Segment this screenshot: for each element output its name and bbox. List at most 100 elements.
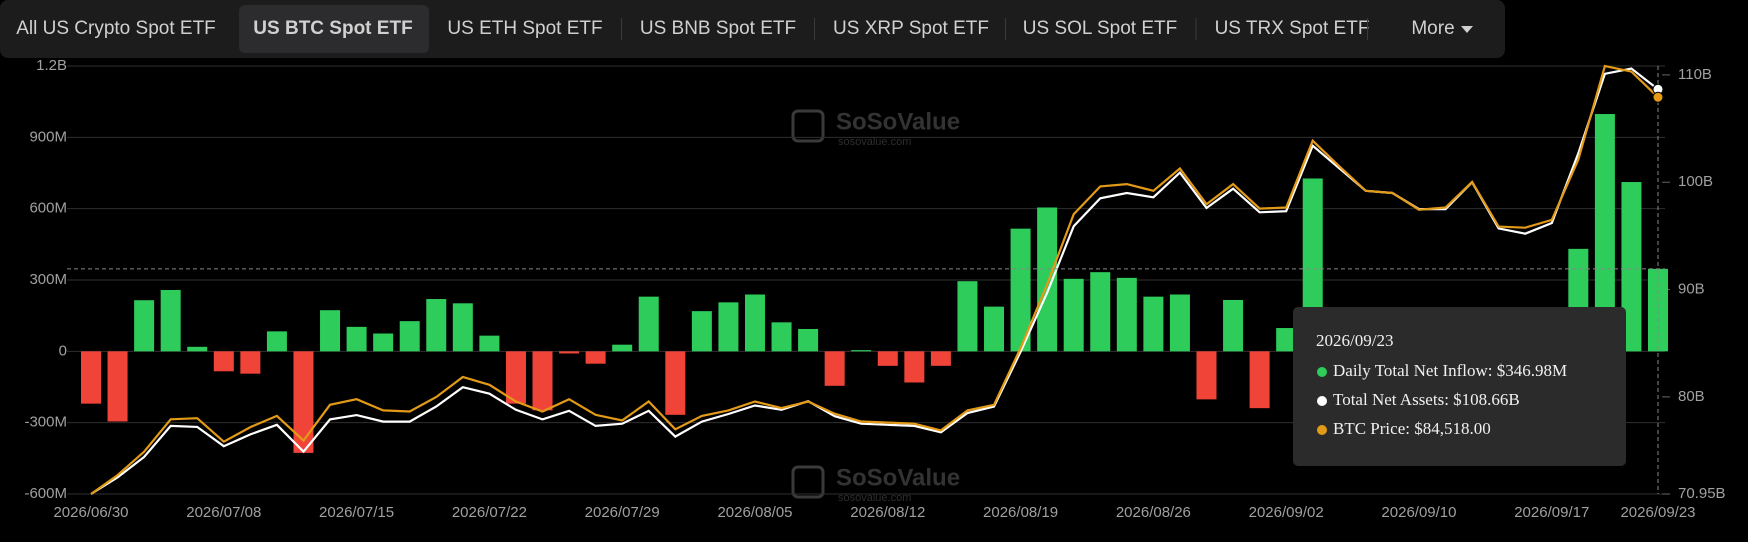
y2-tick-label: 100B: [1678, 173, 1713, 190]
y-tick-label: -600M: [24, 485, 67, 502]
bar: [1037, 207, 1058, 352]
watermark-logo: [791, 465, 825, 499]
bar: [1249, 351, 1270, 409]
bar: [160, 289, 181, 352]
tab[interactable]: All US Crypto Spot ETF: [16, 18, 216, 39]
y2-tick-label: 90B: [1678, 281, 1705, 298]
bar: [1090, 272, 1111, 352]
bar: [638, 296, 659, 352]
bar: [1276, 328, 1297, 352]
bar: [851, 350, 872, 352]
x-tick-label: 2026/08/12: [850, 504, 925, 521]
tab[interactable]: More: [1411, 18, 1454, 39]
tab[interactable]: US SOL Spot ETF: [1023, 18, 1178, 39]
tooltip-item: Daily Total Net Inflow: $346.98M: [1333, 361, 1567, 380]
bar: [691, 311, 712, 352]
x-tick-label: 2026/09/23: [1620, 504, 1695, 521]
bar: [904, 351, 925, 383]
bar: [293, 351, 314, 453]
bar: [452, 303, 473, 352]
bar: [532, 351, 553, 411]
tooltip: 2026/09/23 Daily Total Net Inflow: $346.9…: [1293, 307, 1626, 466]
x-tick-label: 2026/07/29: [585, 504, 660, 521]
bar: [718, 302, 739, 352]
y-tick-label: 300M: [29, 271, 67, 288]
bar: [984, 306, 1005, 352]
bar: [346, 326, 367, 352]
bar: [930, 351, 951, 366]
bar: [665, 351, 686, 415]
bar: [612, 344, 633, 352]
bar: [426, 299, 447, 352]
bar: [824, 351, 845, 386]
bar: [505, 351, 526, 404]
x-tick-label: 2026/07/15: [319, 504, 394, 521]
tab[interactable]: US BNB Spot ETF: [640, 18, 796, 39]
tab[interactable]: US BTC Spot ETF: [253, 18, 412, 39]
line: [90, 64, 1659, 495]
bar: [107, 351, 128, 422]
bar: [213, 351, 234, 372]
y-tick-label: -300M: [24, 414, 67, 431]
bar: [585, 351, 606, 364]
x-tick-label: 2026/07/22: [452, 504, 527, 521]
bar: [1196, 351, 1217, 400]
x-tick-label: 2026/08/19: [983, 504, 1058, 521]
bar: [771, 322, 792, 352]
bar: [134, 300, 155, 352]
bar: [266, 331, 287, 352]
x-tick-label: 2026/09/02: [1249, 504, 1324, 521]
bar: [373, 333, 394, 352]
y-tick-label: 0: [59, 342, 67, 359]
bar: [1621, 182, 1642, 352]
bar: [1063, 278, 1084, 352]
bar: [744, 294, 765, 352]
y2-tick-label: 80B: [1678, 388, 1705, 405]
tooltip-item: Total Net Assets: $108.66B: [1333, 390, 1520, 409]
bar: [1116, 277, 1137, 352]
bar: [399, 321, 420, 352]
x-tick-label: 2026/06/30: [53, 504, 128, 521]
tab[interactable]: US XRP Spot ETF: [833, 18, 989, 39]
dropdown-caret: [1461, 26, 1473, 33]
hover-point: [1652, 91, 1664, 103]
y-tick-label: 900M: [29, 128, 67, 145]
y2-tick-label: 70.95B: [1678, 485, 1726, 502]
y-tick-label: 600M: [29, 200, 67, 217]
bar: [559, 351, 580, 354]
watermark: SoSoValue: [836, 464, 960, 491]
bar: [1143, 296, 1164, 352]
tab[interactable]: US ETH Spot ETF: [447, 18, 602, 39]
bar: [240, 351, 261, 374]
y-tick-label: 1.2B: [36, 57, 67, 74]
tooltip-date: 2026/09/23: [1316, 331, 1393, 350]
tooltip-dot: [1317, 367, 1327, 377]
watermark-url: sosovalue.com: [838, 136, 911, 148]
tooltip-name: BTC Price:: [1333, 419, 1414, 438]
tooltip-value: $346.98M: [1497, 361, 1567, 380]
bar: [1594, 114, 1615, 352]
bar: [479, 335, 500, 352]
tab[interactable]: US TRX Spot ETF: [1215, 18, 1370, 39]
tooltip-bg: [1293, 307, 1626, 466]
watermark-logo: [791, 109, 825, 143]
bar: [798, 328, 819, 352]
active-tab-bg: [239, 5, 429, 53]
x-tick-label: 2026/07/08: [186, 504, 261, 521]
tooltip-dot: [1317, 396, 1327, 406]
bar: [1010, 228, 1031, 352]
watermark: SoSoValue: [836, 108, 960, 135]
tooltip-value: $108.66B: [1453, 390, 1520, 409]
tooltip-name: Daily Total Net Inflow:: [1333, 361, 1497, 380]
x-tick-label: 2026/08/26: [1116, 504, 1191, 521]
tooltip-item: BTC Price: $84,518.00: [1333, 419, 1491, 438]
x-tick-label: 2026/08/05: [717, 504, 792, 521]
bar: [187, 346, 208, 352]
bar: [1169, 294, 1190, 352]
tooltip-value: $84,518.00: [1414, 419, 1491, 438]
x-tick-label: 2026/09/10: [1381, 504, 1456, 521]
y2-tick-label: 110B: [1678, 66, 1712, 83]
watermark-url: sosovalue.com: [838, 492, 911, 504]
bar: [320, 310, 341, 352]
